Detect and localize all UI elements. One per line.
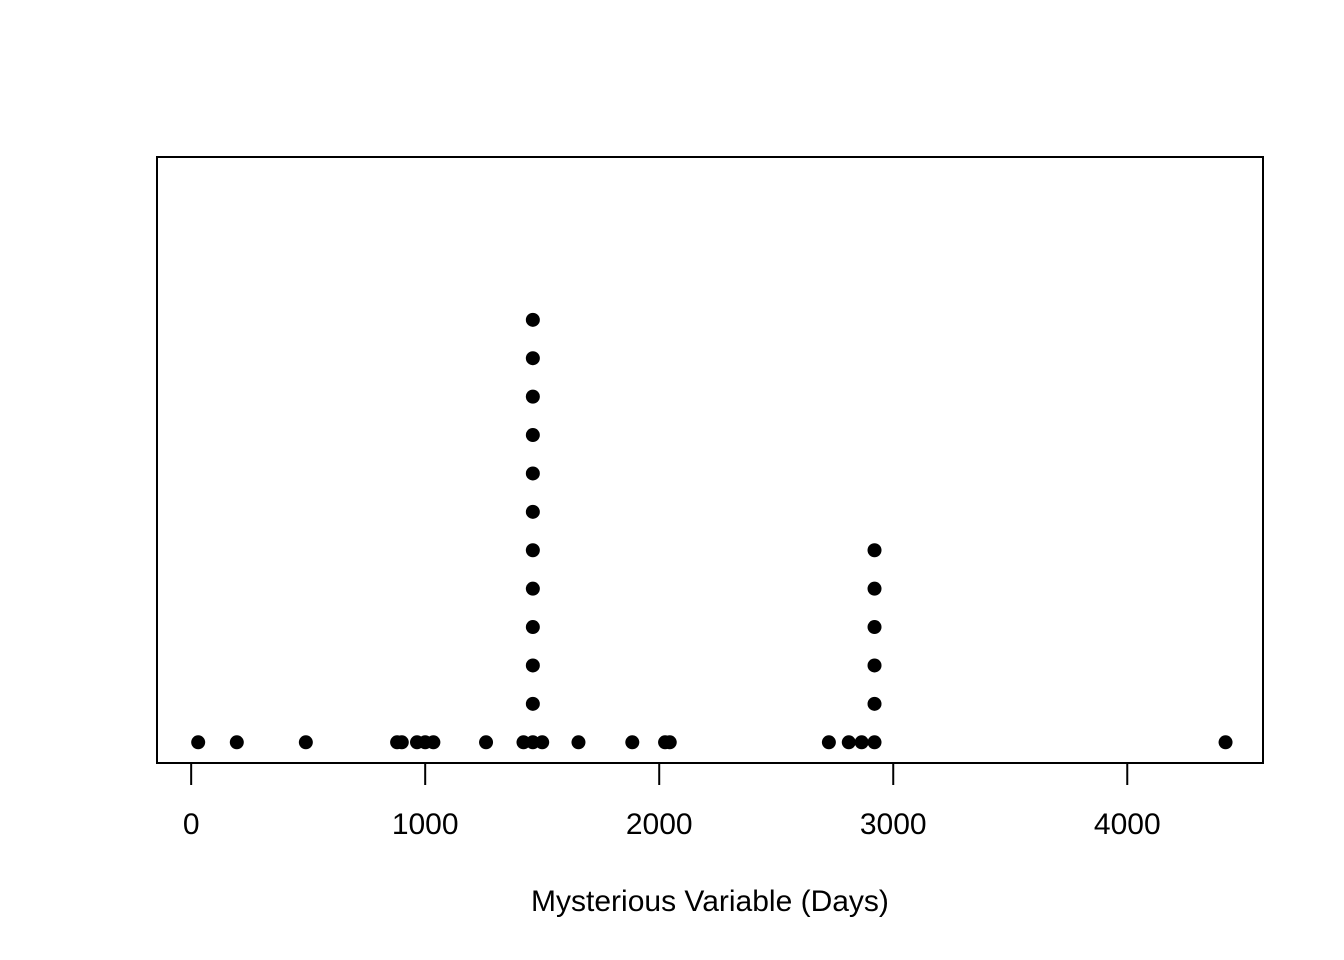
data-point — [867, 735, 882, 750]
data-point — [867, 620, 882, 635]
x-tick-label: 2000 — [626, 808, 693, 841]
data-point — [479, 735, 494, 750]
data-point — [525, 543, 540, 558]
data-point — [525, 620, 540, 635]
data-point — [525, 696, 540, 711]
plot-frame — [156, 156, 1264, 764]
data-point — [298, 735, 313, 750]
data-point — [525, 581, 540, 596]
data-point — [229, 735, 244, 750]
data-point — [525, 504, 540, 519]
data-point — [1218, 735, 1233, 750]
data-point — [525, 466, 540, 481]
data-point — [867, 658, 882, 673]
data-point — [525, 658, 540, 673]
data-point — [525, 428, 540, 443]
data-point — [394, 735, 409, 750]
data-point — [525, 351, 540, 366]
x-tick-label: 3000 — [860, 808, 927, 841]
data-point — [854, 735, 869, 750]
data-point — [821, 735, 836, 750]
x-axis-ticks: 0 1000 2000 3000 4000 — [183, 763, 1161, 841]
data-points — [191, 312, 1233, 750]
data-point — [191, 735, 206, 750]
data-point — [426, 735, 441, 750]
data-point — [525, 389, 540, 404]
data-point — [625, 735, 640, 750]
data-point — [867, 581, 882, 596]
x-axis-title: Mysterious Variable (Days) — [531, 885, 889, 918]
data-point — [867, 543, 882, 558]
data-point — [571, 735, 586, 750]
x-tick-label: 4000 — [1094, 808, 1161, 841]
data-point — [525, 312, 540, 327]
x-tick-label: 0 — [183, 808, 200, 841]
x-tick-label: 1000 — [392, 808, 459, 841]
data-point — [535, 735, 550, 750]
data-point — [662, 735, 677, 750]
data-point — [867, 696, 882, 711]
data-point — [841, 735, 856, 750]
